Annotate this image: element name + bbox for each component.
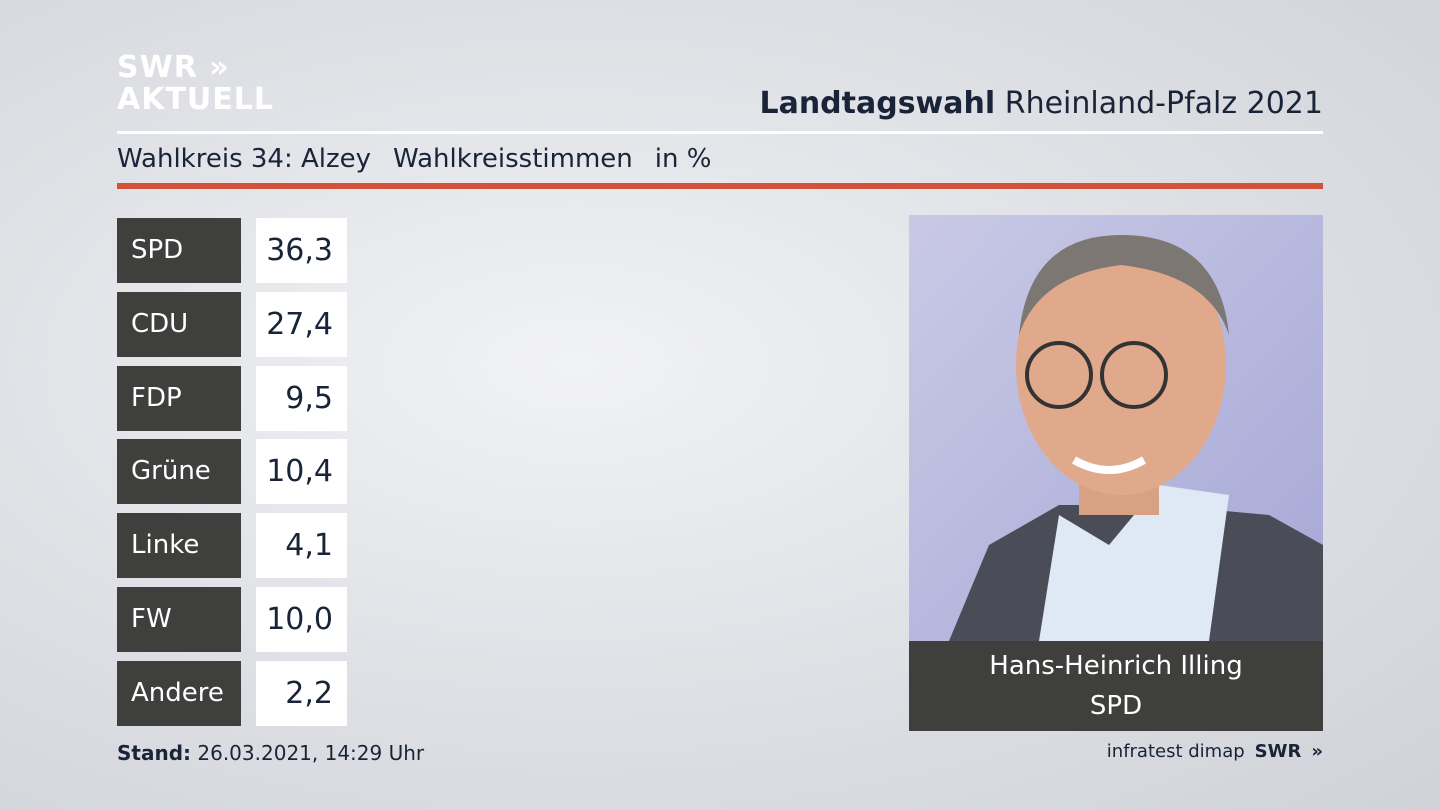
candidate-party: SPD: [1089, 691, 1143, 721]
source: infratest dimap SWR »: [1107, 741, 1323, 762]
stand: 26.03.2021, 14:29 Uhr: [197, 741, 425, 765]
logo: SWR » AKTUELL: [117, 52, 274, 116]
party-label: Andere: [117, 660, 241, 726]
party-label: FDP: [117, 365, 241, 431]
party-label: Grüne: [117, 439, 241, 505]
stand-label: Stand:: [117, 741, 192, 765]
party-label: SPD: [117, 218, 241, 283]
title-bold: Landtagswahl: [759, 86, 996, 121]
unit: in %: [654, 144, 712, 174]
party-label: FW: [117, 587, 241, 652]
measure: Wahlkreisstimmen: [393, 144, 633, 174]
brand-chevrons: »: [1311, 741, 1323, 762]
party-value: 36,3: [256, 218, 347, 283]
brand: SWR: [1254, 741, 1302, 762]
rule: [117, 131, 1323, 134]
party-value: 10,0: [256, 587, 347, 652]
subheader: Wahlkreis 34: Alzey Wahlkreisstimmen in %: [117, 144, 733, 174]
candidate-caption: Hans-Heinrich Illing SPD: [909, 641, 1323, 731]
logo-text: SWR: [117, 50, 198, 85]
timestamp: Stand: 26.03.2021, 14:29 Uhr: [117, 741, 424, 765]
party-label: CDU: [117, 291, 241, 357]
party-value: 2,2: [256, 660, 347, 726]
title: Rheinland-Pfalz 2021: [1004, 86, 1323, 121]
candidate-name: Hans-Heinrich Illing: [989, 651, 1243, 681]
party-value: 9,5: [256, 365, 347, 431]
party-label: Linke: [117, 513, 241, 579]
party-value: 4,1: [256, 513, 347, 579]
accent-rule: [117, 183, 1323, 189]
logo-line: SWR »: [117, 52, 274, 84]
district: Wahlkreis 34: Alzey: [117, 144, 372, 174]
logo-line: AKTUELL: [117, 82, 275, 117]
candidate-photo: [909, 215, 1323, 641]
party-value: 10,4: [256, 439, 347, 505]
source-text: infratest dimap: [1106, 741, 1245, 762]
party-value: 27,4: [256, 291, 347, 357]
logo-chevrons: »: [209, 50, 230, 85]
header-title: Landtagswahl Rheinland-Pfalz 2021: [759, 86, 1323, 121]
